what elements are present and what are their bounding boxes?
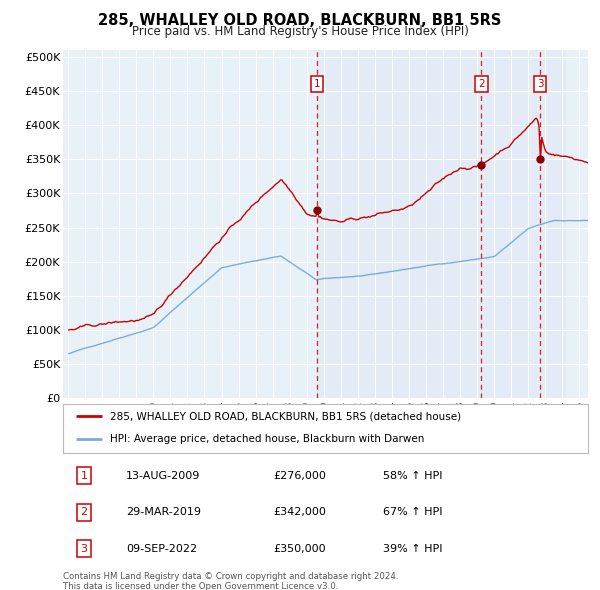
- Text: £276,000: £276,000: [273, 470, 326, 480]
- Text: 39% ↑ HPI: 39% ↑ HPI: [383, 544, 443, 554]
- Bar: [317, 50, 481, 398]
- Text: 285, WHALLEY OLD ROAD, BLACKBURN, BB1 5RS (detached house): 285, WHALLEY OLD ROAD, BLACKBURN, BB1 5R…: [110, 411, 461, 421]
- Text: 1: 1: [80, 470, 88, 480]
- Text: 09-SEP-2022: 09-SEP-2022: [126, 544, 197, 554]
- Text: 2: 2: [80, 507, 88, 517]
- Text: 1: 1: [314, 79, 320, 89]
- Bar: [481, 50, 566, 398]
- Text: 3: 3: [537, 79, 544, 89]
- Text: Price paid vs. HM Land Registry's House Price Index (HPI): Price paid vs. HM Land Registry's House …: [131, 25, 469, 38]
- Text: This data is licensed under the Open Government Licence v3.0.: This data is licensed under the Open Gov…: [63, 582, 338, 590]
- Text: 3: 3: [80, 544, 88, 554]
- Text: £342,000: £342,000: [273, 507, 326, 517]
- Text: 58% ↑ HPI: 58% ↑ HPI: [383, 470, 443, 480]
- Text: £350,000: £350,000: [273, 544, 326, 554]
- Text: HPI: Average price, detached house, Blackburn with Darwen: HPI: Average price, detached house, Blac…: [110, 434, 425, 444]
- Text: 285, WHALLEY OLD ROAD, BLACKBURN, BB1 5RS: 285, WHALLEY OLD ROAD, BLACKBURN, BB1 5R…: [98, 13, 502, 28]
- Text: 67% ↑ HPI: 67% ↑ HPI: [383, 507, 443, 517]
- Text: 2: 2: [478, 79, 485, 89]
- Text: 29-MAR-2019: 29-MAR-2019: [126, 507, 201, 517]
- Text: 13-AUG-2009: 13-AUG-2009: [126, 470, 200, 480]
- Text: Contains HM Land Registry data © Crown copyright and database right 2024.: Contains HM Land Registry data © Crown c…: [63, 572, 398, 581]
